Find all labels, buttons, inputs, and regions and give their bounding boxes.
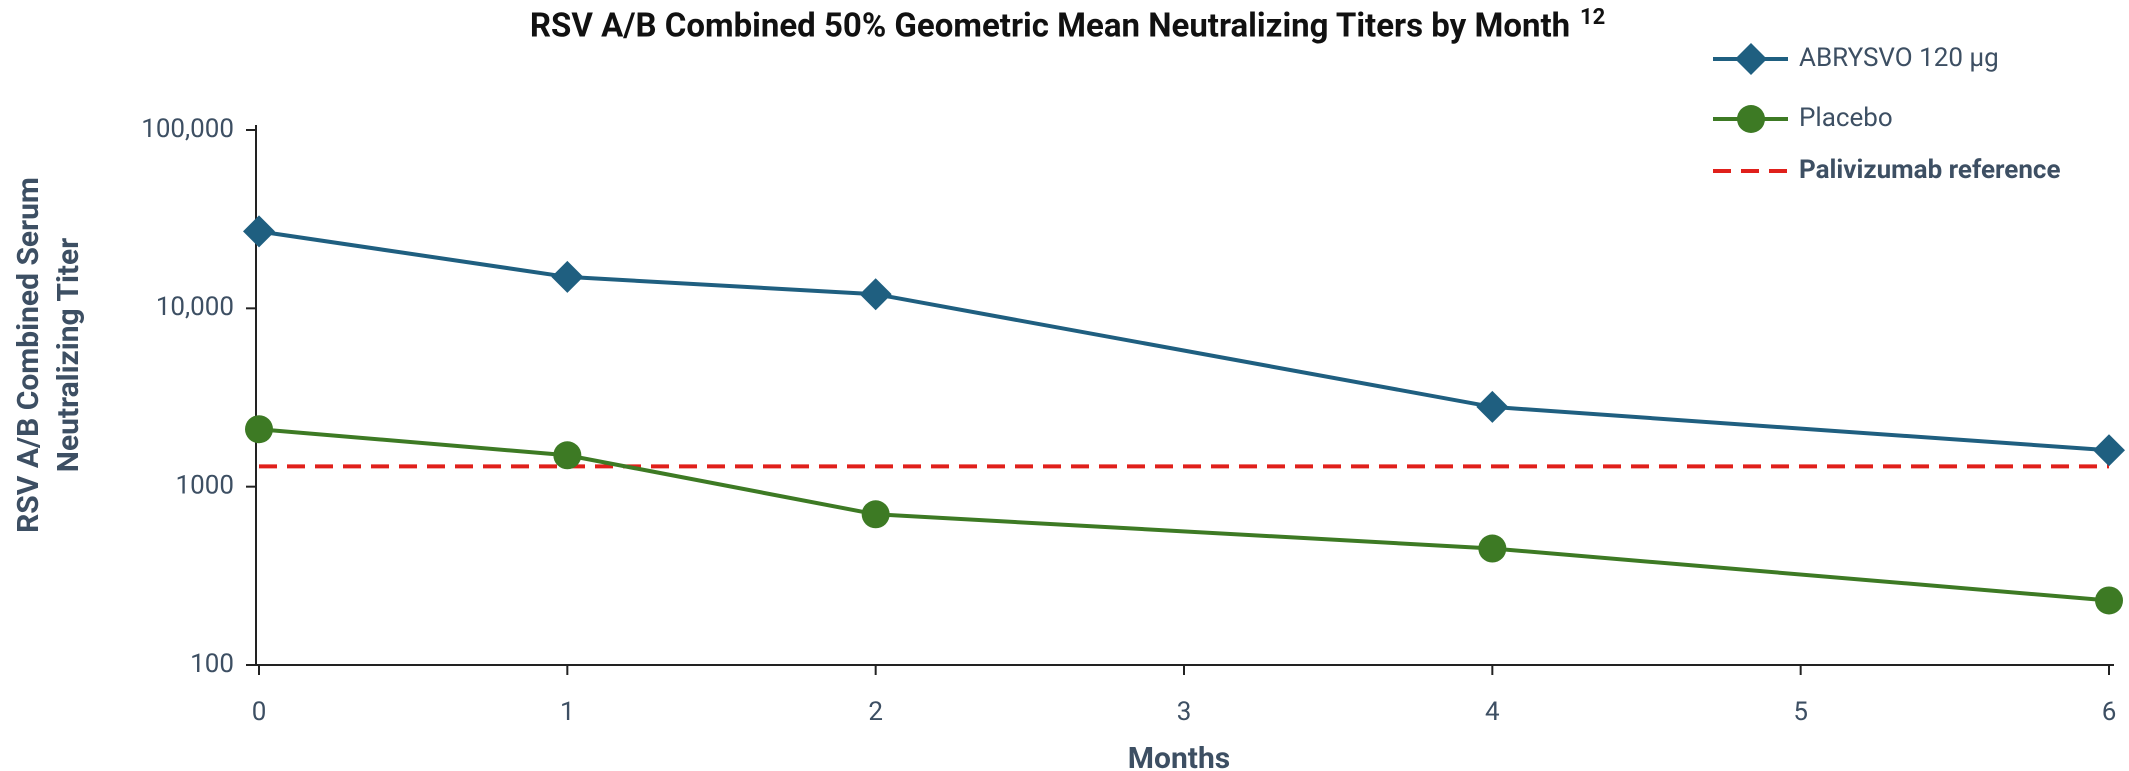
marker (1478, 534, 1507, 563)
title-superscript: 12 (1580, 5, 1605, 30)
x-tick-label: 1 (560, 697, 575, 727)
marker (245, 415, 273, 444)
marker (2093, 434, 2125, 467)
y-axis-title-line: RSV A/B Combined Serum (11, 177, 46, 533)
x-tick-label: 3 (1177, 697, 1192, 727)
x-tick-label: 6 (2102, 697, 2117, 727)
y-tick-label: 100 (190, 649, 234, 679)
marker (1735, 43, 1767, 75)
marker (1476, 390, 1509, 423)
series-line (258, 427, 2110, 603)
x-tick-label: 4 (1485, 697, 1500, 727)
series-line (258, 229, 2110, 453)
y-axis-title: RSV A/B Combined Serum Neutralizing Tite… (11, 177, 86, 533)
y-axis-title-line: Neutralizing Titer (51, 238, 86, 472)
chart-title: RSV A/B Combined 50% Geometric Mean Neut… (530, 7, 1570, 46)
legend-label: Palivizumab reference (1799, 155, 2061, 185)
y-tick-label: 10,000 (156, 292, 234, 322)
marker (1737, 105, 1765, 133)
y-tick-label: 1000 (176, 471, 234, 501)
marker (2095, 586, 2123, 615)
y-tick-label: 100,000 (141, 114, 234, 144)
x-tick-label: 5 (1793, 697, 1808, 727)
legend-label: ABRYSVO 120 µg (1799, 43, 1999, 73)
marker (551, 260, 584, 293)
marker (243, 215, 275, 248)
x-tick-label: 0 (252, 697, 267, 727)
marker (859, 278, 892, 311)
x-tick-label: 2 (868, 697, 883, 727)
x-axis-title: Months (1128, 741, 1230, 771)
marker (861, 500, 890, 529)
marker (553, 441, 582, 470)
legend-label: Placebo (1799, 103, 1893, 133)
